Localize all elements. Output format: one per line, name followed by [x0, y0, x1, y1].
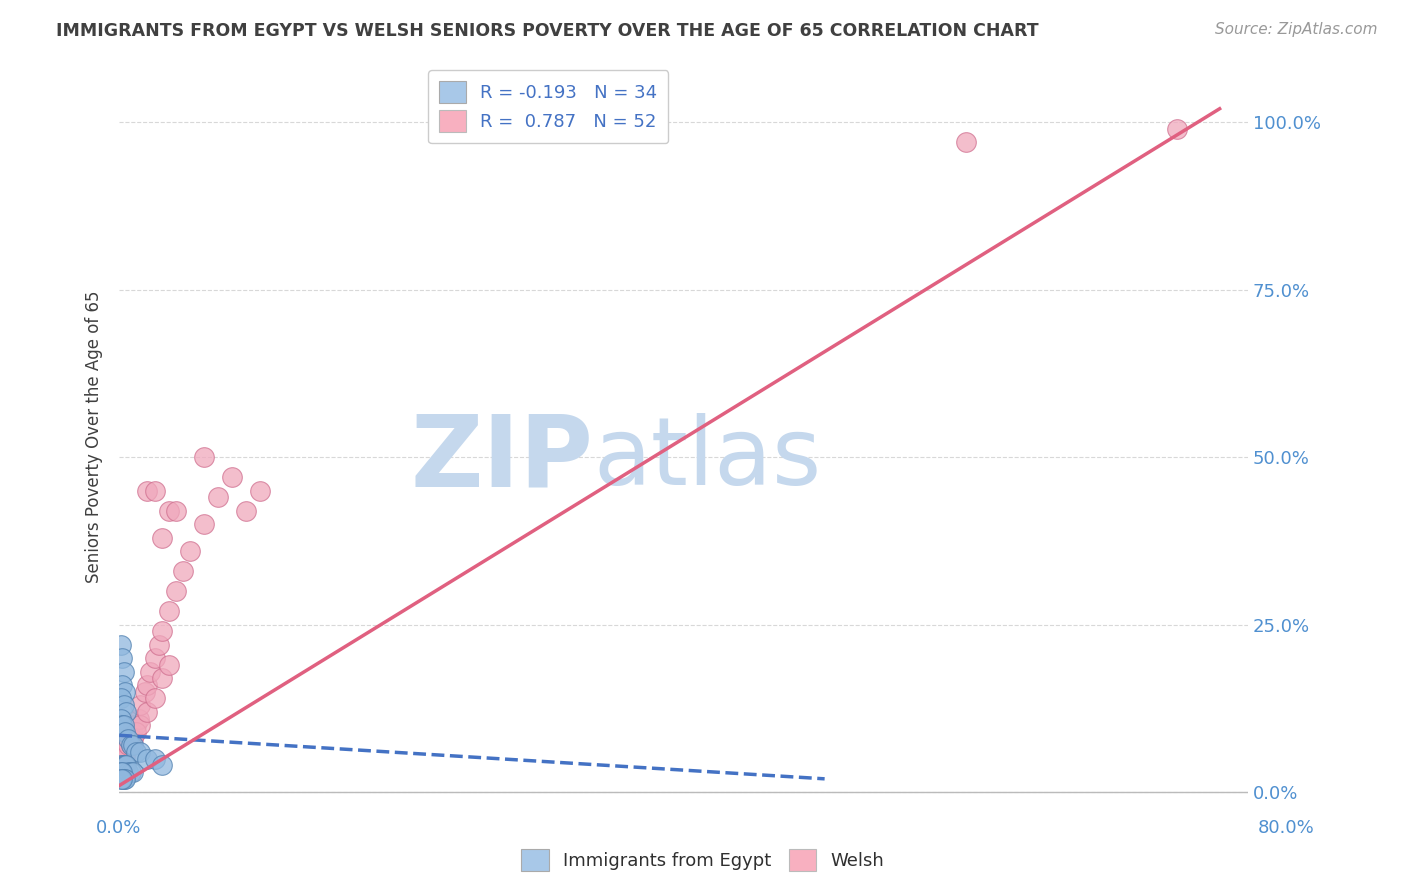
Point	[157, 657, 180, 672]
Point	[120, 731, 142, 746]
Point	[143, 691, 166, 706]
Point	[150, 758, 173, 772]
Point	[143, 483, 166, 498]
Text: IMMIGRANTS FROM EGYPT VS WELSH SENIORS POVERTY OVER THE AGE OF 65 CORRELATION CH: IMMIGRANTS FROM EGYPT VS WELSH SENIORS P…	[56, 22, 1039, 40]
Point	[110, 752, 132, 766]
Point	[111, 765, 134, 780]
Point	[117, 739, 139, 753]
Point	[122, 718, 145, 732]
Point	[150, 531, 173, 545]
Point	[179, 544, 201, 558]
Point	[115, 739, 138, 753]
Point	[136, 678, 159, 692]
Point	[221, 470, 243, 484]
Point	[139, 665, 162, 679]
Point	[114, 772, 136, 786]
Point	[125, 718, 148, 732]
Point	[1166, 121, 1188, 136]
Point	[120, 739, 142, 753]
Point	[207, 491, 229, 505]
Point	[148, 638, 170, 652]
Point	[111, 752, 134, 766]
Text: ZIP: ZIP	[411, 410, 593, 508]
Point	[111, 651, 134, 665]
Point	[110, 758, 132, 772]
Point	[955, 135, 977, 149]
Point	[143, 752, 166, 766]
Point	[110, 758, 132, 772]
Text: 0.0%: 0.0%	[96, 819, 141, 837]
Point	[150, 671, 173, 685]
Point	[110, 638, 132, 652]
Point	[112, 718, 135, 732]
Point	[115, 758, 138, 772]
Legend: Immigrants from Egypt, Welsh: Immigrants from Egypt, Welsh	[515, 842, 891, 879]
Point	[235, 504, 257, 518]
Point	[125, 745, 148, 759]
Point	[114, 752, 136, 766]
Point	[112, 752, 135, 766]
Point	[122, 739, 145, 753]
Point	[115, 705, 138, 719]
Point	[122, 765, 145, 780]
Legend: R = -0.193   N = 34, R =  0.787   N = 52: R = -0.193 N = 34, R = 0.787 N = 52	[427, 70, 668, 143]
Point	[136, 752, 159, 766]
Point	[134, 684, 156, 698]
Point	[128, 712, 150, 726]
Y-axis label: Seniors Poverty Over the Age of 65: Seniors Poverty Over the Age of 65	[86, 291, 103, 583]
Point	[110, 691, 132, 706]
Text: atlas: atlas	[593, 413, 821, 505]
Point	[111, 758, 134, 772]
Point	[111, 772, 134, 786]
Point	[112, 772, 135, 786]
Text: 80.0%: 80.0%	[1258, 819, 1315, 837]
Point	[193, 450, 215, 465]
Point	[110, 772, 132, 786]
Point	[122, 731, 145, 746]
Point	[172, 564, 194, 578]
Point	[112, 745, 135, 759]
Point	[118, 739, 141, 753]
Point	[114, 745, 136, 759]
Point	[112, 758, 135, 772]
Point	[249, 483, 271, 498]
Point	[165, 504, 187, 518]
Point	[121, 725, 143, 739]
Point	[112, 665, 135, 679]
Point	[129, 698, 152, 712]
Point	[129, 745, 152, 759]
Point	[125, 725, 148, 739]
Point	[111, 718, 134, 732]
Point	[136, 705, 159, 719]
Point	[112, 698, 135, 712]
Point	[114, 725, 136, 739]
Point	[117, 731, 139, 746]
Point	[120, 739, 142, 753]
Point	[117, 731, 139, 746]
Point	[114, 684, 136, 698]
Point	[157, 504, 180, 518]
Point	[136, 483, 159, 498]
Text: Source: ZipAtlas.com: Source: ZipAtlas.com	[1215, 22, 1378, 37]
Point	[165, 584, 187, 599]
Point	[110, 765, 132, 780]
Point	[143, 651, 166, 665]
Point	[110, 712, 132, 726]
Point	[193, 517, 215, 532]
Point	[120, 765, 142, 780]
Point	[150, 624, 173, 639]
Point	[112, 758, 135, 772]
Point	[111, 678, 134, 692]
Point	[111, 758, 134, 772]
Point	[129, 718, 152, 732]
Point	[115, 745, 138, 759]
Point	[111, 758, 134, 772]
Point	[157, 604, 180, 618]
Point	[117, 765, 139, 780]
Point	[114, 758, 136, 772]
